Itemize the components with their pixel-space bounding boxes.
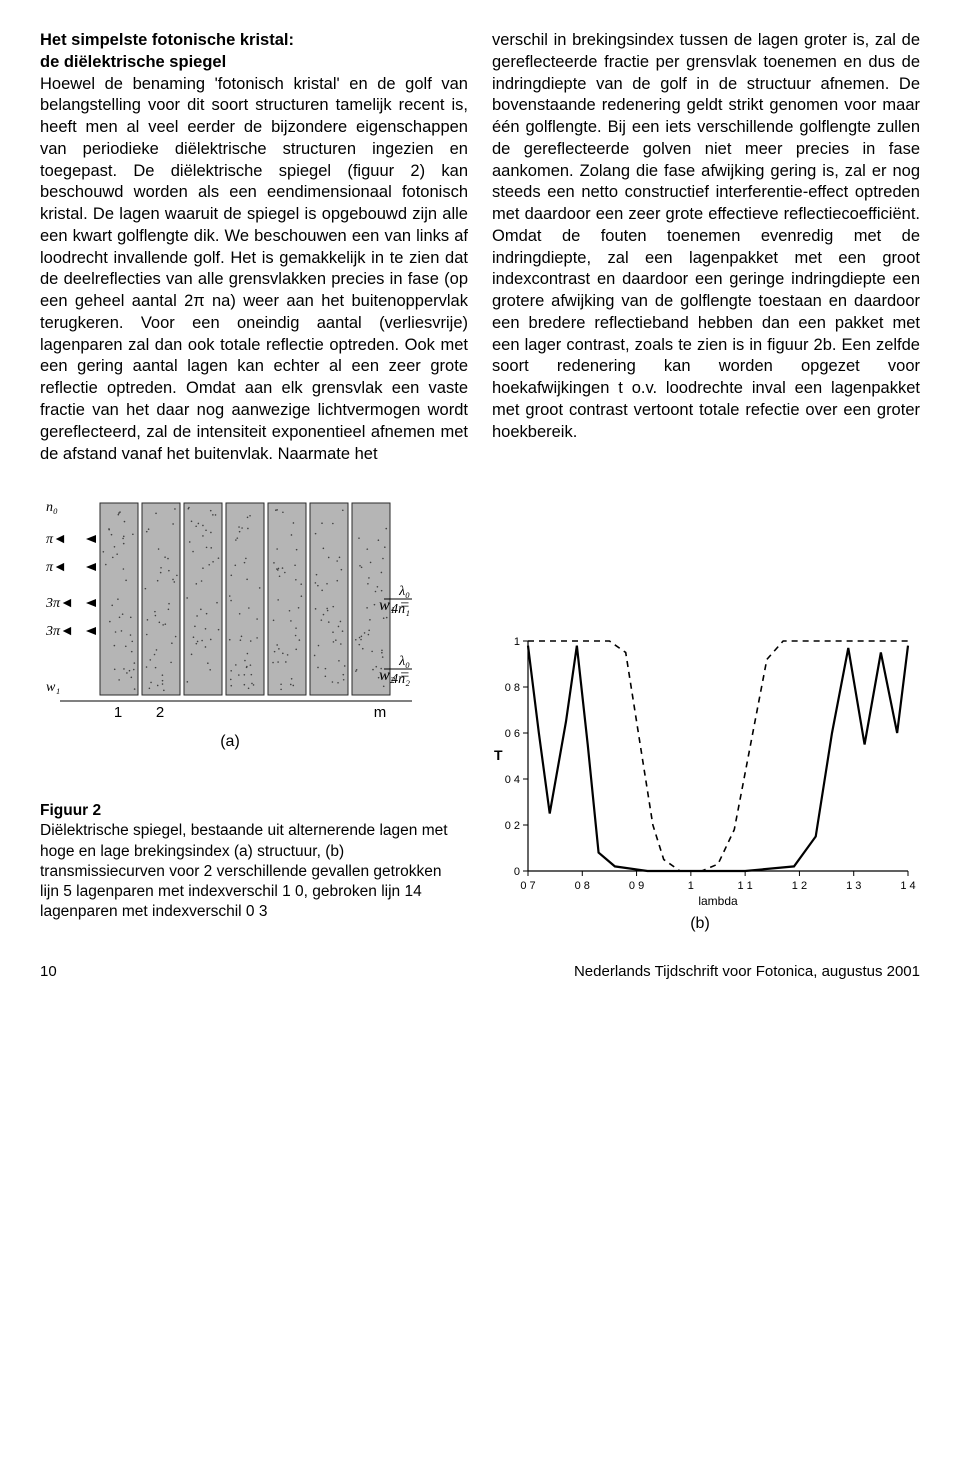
heading-line2: de diëlektrische spiegel [40,53,226,71]
figure-2a-label: (a) [220,733,240,751]
svg-text:0 2: 0 2 [505,820,520,832]
svg-text:0 7: 0 7 [520,880,535,892]
body-left: Hoewel de benaming 'fotonisch kristal' e… [40,75,468,463]
svg-text:0: 0 [514,866,520,878]
svg-text:3π◄: 3π◄ [45,596,74,611]
svg-text:1 2: 1 2 [792,880,807,892]
svg-text:3π◄: 3π◄ [45,624,74,639]
svg-text:0 9: 0 9 [629,880,644,892]
left-column: Het simpelste fotonische kristal: de dië… [40,30,468,465]
page-number: 10 [40,963,57,980]
figure-area: n₀π◄π◄3π◄3π◄w₁12mw₁ =λ₀4n₁w₂ =λ₀4n₂ (a) … [40,495,920,933]
svg-text:1: 1 [514,636,520,648]
caption-text: Diëlektrische spiegel, bestaande uit alt… [40,821,460,922]
heading-line1: Het simpelste fotonische kristal: [40,31,294,49]
figure-2b: 0 7 0 8 0 9 1 1 1 1 2 1 3 1 4 0 0 2 0 4 0 6 0 8 1 lamb… [480,631,920,911]
svg-text:π◄: π◄ [46,532,67,547]
svg-text:1 4: 1 4 [900,880,915,892]
svg-text:w₁: w₁ [46,680,60,695]
svg-text:λ₀: λ₀ [398,584,410,599]
page-footer: 10 Nederlands Tijdschrift voor Fotonica,… [40,963,920,980]
svg-text:0 6: 0 6 [505,728,520,740]
journal-ref: Nederlands Tijdschrift voor Fotonica, au… [574,963,920,980]
svg-text:m: m [374,704,387,721]
figure-2b-label: (b) [480,915,920,933]
svg-text:1: 1 [688,880,694,892]
body-right: verschil in brekingsindex tussen de lage… [492,31,920,441]
svg-text:T: T [494,747,503,763]
svg-text:lambda: lambda [698,894,738,908]
svg-text:1 3: 1 3 [846,880,861,892]
svg-text:n₀: n₀ [46,500,58,515]
right-column: verschil in brekingsindex tussen de lage… [492,30,920,465]
svg-text:0 4: 0 4 [505,774,520,786]
svg-text:4n₂: 4n₂ [391,672,410,687]
svg-text:4n₁: 4n₁ [391,602,410,617]
figure-2a: n₀π◄π◄3π◄3π◄w₁12mw₁ =λ₀4n₁w₂ =λ₀4n₂ [40,495,420,725]
svg-text:2: 2 [156,704,164,721]
svg-text:λ₀: λ₀ [398,654,410,669]
svg-text:1 1: 1 1 [737,880,752,892]
svg-text:0 8: 0 8 [505,682,520,694]
svg-text:0 8: 0 8 [575,880,590,892]
figure-caption: Figuur 2 Diëlektrische spiegel, bestaand… [40,801,460,922]
svg-text:1: 1 [114,704,122,721]
svg-text:π◄: π◄ [46,560,67,575]
caption-title: Figuur 2 [40,801,460,821]
